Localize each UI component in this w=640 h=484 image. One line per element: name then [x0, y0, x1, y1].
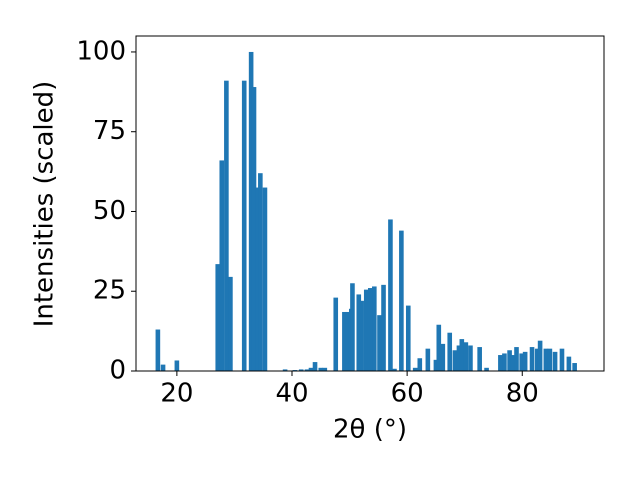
bar [282, 369, 288, 371]
bar [228, 276, 233, 371]
bar [502, 353, 507, 371]
bar [559, 348, 565, 371]
bar [322, 367, 328, 371]
y-tick-label: 100 [76, 36, 126, 66]
y-tick-label: 75 [93, 116, 126, 146]
bar [405, 305, 411, 371]
bar [519, 353, 524, 371]
bar [456, 345, 462, 371]
bar [468, 345, 473, 371]
bar [412, 367, 418, 371]
bar [318, 367, 324, 371]
bar [452, 350, 458, 371]
bar [440, 343, 446, 371]
bar [510, 355, 515, 371]
x-tick-label: 80 [506, 379, 539, 409]
bar [248, 51, 254, 371]
bar [392, 368, 397, 371]
bar [224, 80, 229, 372]
bar [463, 342, 469, 371]
bar [477, 347, 482, 371]
bar [377, 315, 382, 371]
bar [155, 329, 161, 371]
bar [356, 294, 362, 371]
bar [436, 324, 442, 371]
bar [529, 347, 535, 371]
bar [484, 367, 489, 371]
bar [367, 288, 373, 371]
bar [215, 264, 221, 371]
bar [381, 284, 386, 371]
bar [514, 347, 519, 371]
y-tick-label: 25 [93, 276, 126, 306]
bar [522, 351, 528, 371]
bar [298, 369, 304, 371]
bar [417, 358, 423, 371]
x-tick-label: 20 [160, 379, 193, 409]
bar [333, 297, 339, 371]
bar [507, 350, 512, 371]
bar [566, 356, 572, 371]
bar [459, 339, 465, 371]
bar [498, 355, 503, 371]
y-tick-label: 0 [109, 356, 126, 386]
bar [160, 364, 166, 371]
x-axis-label: 2θ (°) [333, 415, 407, 445]
bar [534, 348, 540, 371]
bar [312, 362, 318, 371]
bar [447, 332, 453, 371]
y-tick-label: 50 [93, 196, 126, 226]
bar [304, 369, 310, 371]
bar [308, 367, 314, 371]
bar [547, 348, 553, 371]
bar [262, 187, 268, 371]
bar [399, 230, 404, 371]
x-tick-label: 40 [275, 379, 308, 409]
bar [372, 286, 377, 371]
bar [572, 363, 577, 371]
bar [342, 311, 347, 371]
y-axis-label: Intensities (scaled) [30, 81, 60, 328]
bar [345, 311, 351, 371]
bar [255, 187, 260, 371]
bar [425, 348, 431, 371]
bar [350, 283, 355, 371]
bar [241, 80, 247, 372]
bar [552, 351, 558, 371]
bar [537, 340, 543, 371]
bar [258, 173, 263, 371]
x-tick-label: 60 [391, 379, 424, 409]
bar [388, 219, 393, 371]
bar [251, 87, 257, 372]
bar [363, 289, 369, 371]
bar [433, 359, 439, 371]
bar [174, 360, 180, 371]
bar [359, 300, 364, 371]
plot-frame [135, 35, 605, 372]
bar [543, 348, 549, 371]
bar [219, 160, 225, 371]
